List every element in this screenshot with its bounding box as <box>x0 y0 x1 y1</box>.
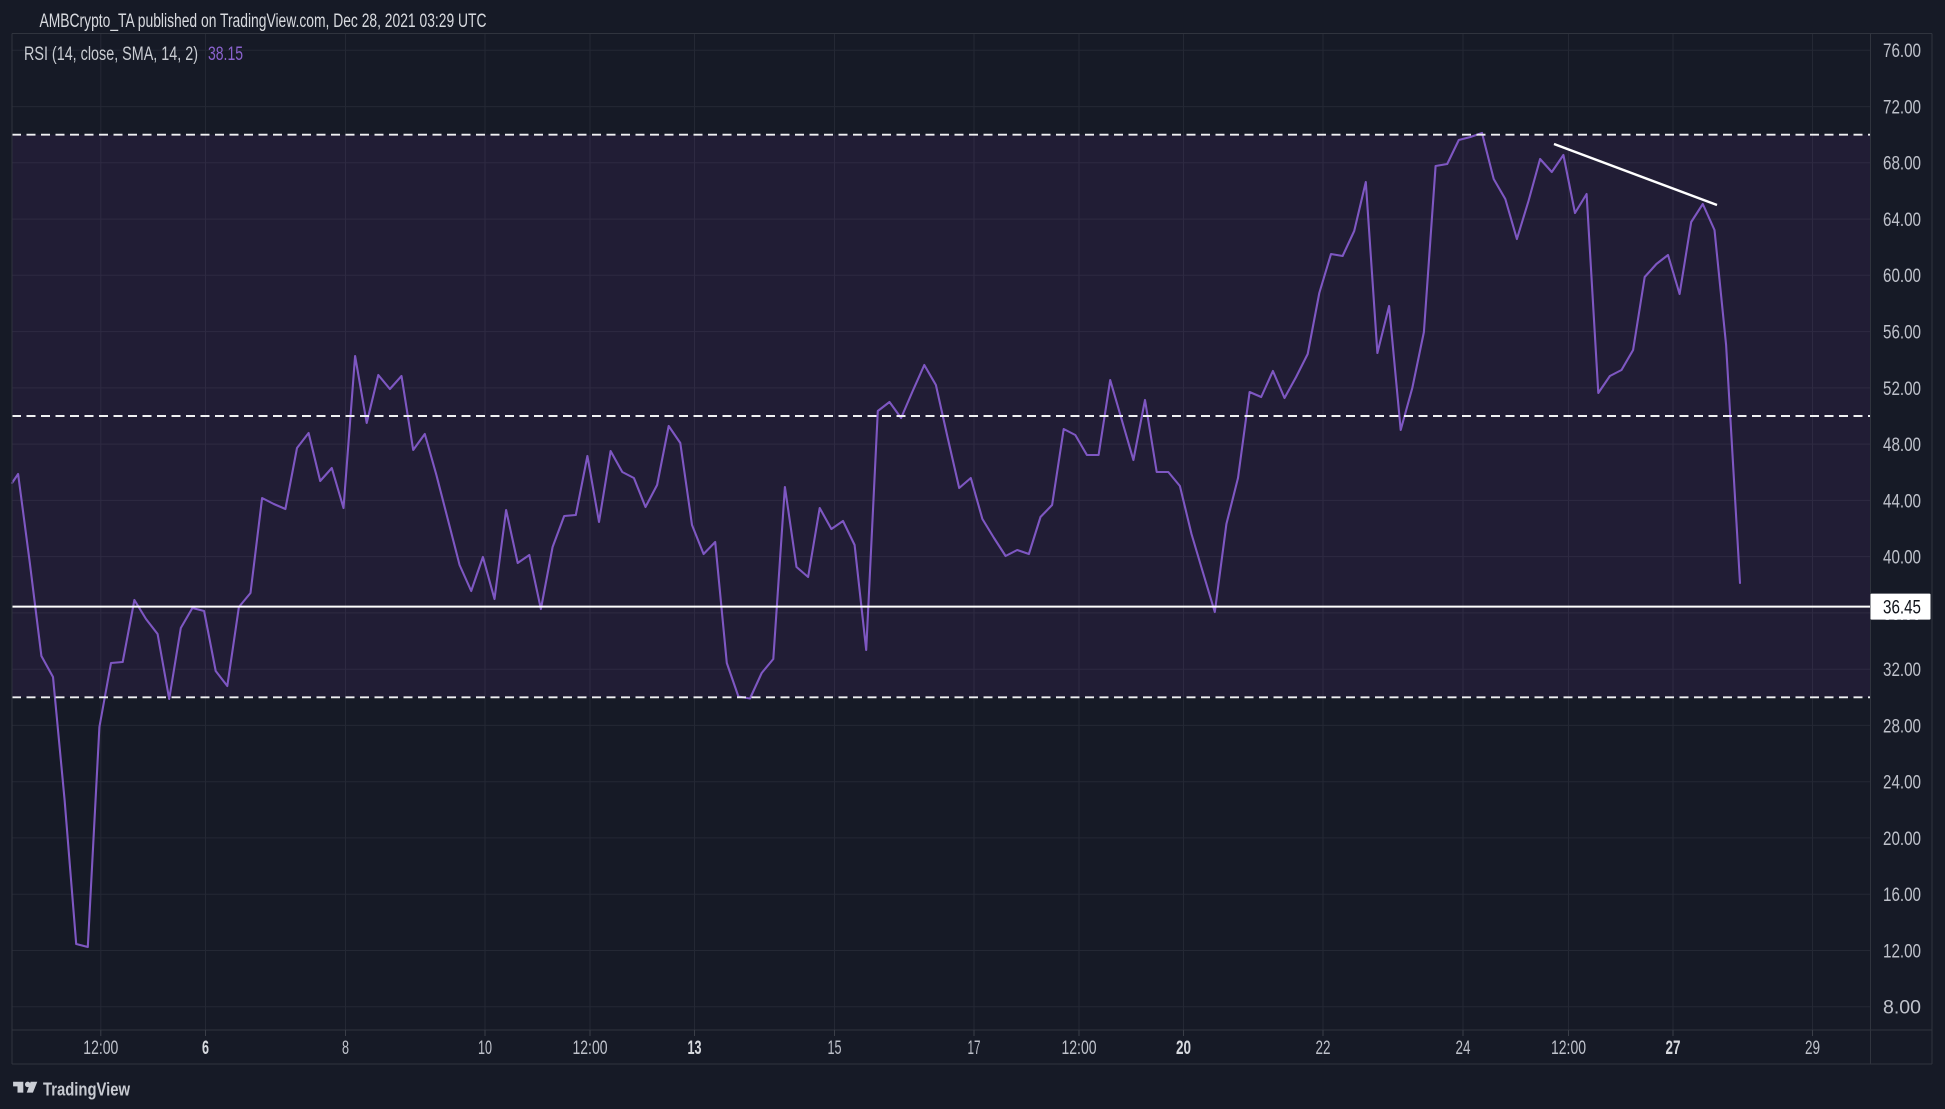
svg-text:38.15: 38.15 <box>208 44 243 65</box>
svg-text:56.00: 56.00 <box>1883 323 1921 344</box>
svg-text:60.00: 60.00 <box>1883 266 1921 287</box>
svg-text:RSI (14, close, SMA, 14, 2): RSI (14, close, SMA, 14, 2) <box>24 44 198 65</box>
svg-text:40.00: 40.00 <box>1883 548 1921 569</box>
svg-text:12:00: 12:00 <box>1062 1038 1097 1059</box>
svg-text:72.00: 72.00 <box>1883 97 1921 118</box>
svg-text:13: 13 <box>688 1038 702 1059</box>
svg-text:12:00: 12:00 <box>1551 1038 1586 1059</box>
svg-text:TradingView: TradingView <box>43 1079 130 1100</box>
svg-text:12:00: 12:00 <box>83 1038 118 1059</box>
svg-text:27: 27 <box>1666 1038 1681 1059</box>
svg-text:32.00: 32.00 <box>1883 660 1921 681</box>
svg-text:AMBCrypto_TA published on Trad: AMBCrypto_TA published on TradingView.co… <box>40 11 487 32</box>
svg-text:17: 17 <box>968 1038 981 1059</box>
svg-text:20: 20 <box>1176 1038 1191 1059</box>
svg-text:22: 22 <box>1316 1038 1331 1059</box>
svg-text:36.45: 36.45 <box>1883 597 1921 618</box>
svg-text:64.00: 64.00 <box>1883 210 1921 231</box>
svg-text:48.00: 48.00 <box>1883 435 1921 456</box>
svg-text:28.00: 28.00 <box>1883 716 1921 737</box>
svg-text:15: 15 <box>828 1038 842 1059</box>
svg-text:76.00: 76.00 <box>1883 41 1921 62</box>
svg-text:8: 8 <box>342 1038 349 1059</box>
svg-text:24.00: 24.00 <box>1883 773 1921 794</box>
svg-text:24: 24 <box>1456 1038 1471 1059</box>
svg-text:44.00: 44.00 <box>1883 491 1921 512</box>
svg-text:12:00: 12:00 <box>573 1038 608 1059</box>
svg-text:52.00: 52.00 <box>1883 379 1921 400</box>
svg-text:10: 10 <box>478 1038 492 1059</box>
svg-text:20.00: 20.00 <box>1883 829 1921 850</box>
svg-text:29: 29 <box>1805 1038 1820 1059</box>
svg-text:6: 6 <box>202 1038 209 1059</box>
svg-text:12.00: 12.00 <box>1883 941 1921 962</box>
svg-text:68.00: 68.00 <box>1883 154 1921 175</box>
svg-text:16.00: 16.00 <box>1883 885 1921 906</box>
svg-text:8.00: 8.00 <box>1883 998 1921 1019</box>
